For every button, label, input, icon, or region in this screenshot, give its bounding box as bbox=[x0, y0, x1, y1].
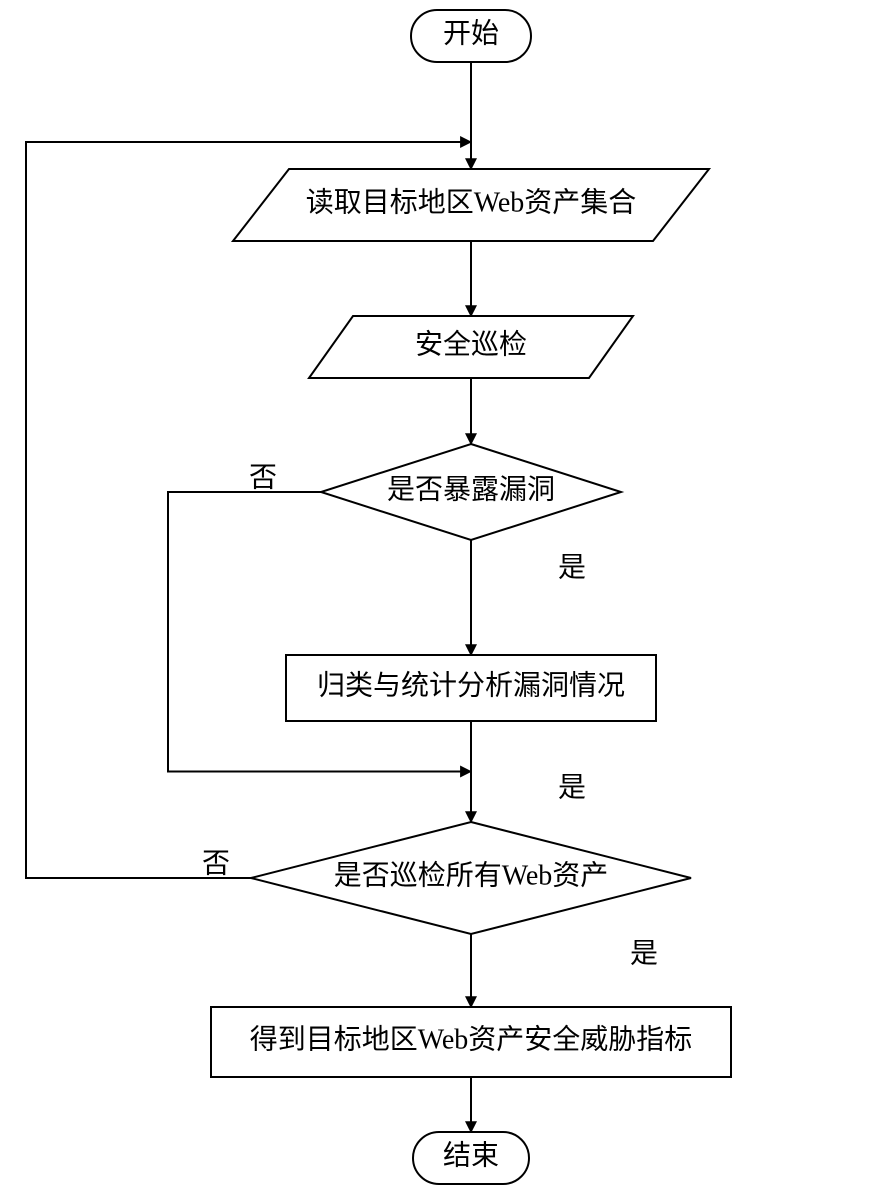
node-process-label: 归类与统计分析漏洞情况 bbox=[317, 669, 625, 701]
node-decision-all-label: 是否巡检所有Web资产 bbox=[334, 859, 609, 891]
label-d1-no: 否 bbox=[249, 462, 277, 493]
node-end-label: 结束 bbox=[443, 1139, 499, 1171]
node-inspect-label: 安全巡检 bbox=[415, 328, 527, 360]
node-result-label: 得到目标地区Web资产安全威胁指标 bbox=[250, 1023, 693, 1055]
node-decision-vuln-label: 是否暴露漏洞 bbox=[387, 474, 555, 505]
label-d2-no: 否 bbox=[202, 848, 230, 879]
label-d1-yes: 是 bbox=[558, 552, 586, 583]
label-d2-yes: 是 bbox=[630, 938, 658, 969]
edge-d1-no bbox=[168, 492, 471, 772]
label-mid-yes: 是 bbox=[558, 772, 586, 803]
flowchart: 开始读取目标地区Web资产集合安全巡检是否暴露漏洞归类与统计分析漏洞情况是否巡检… bbox=[0, 0, 873, 1192]
node-read-label: 读取目标地区Web资产集合 bbox=[306, 186, 637, 218]
node-start-label: 开始 bbox=[443, 17, 499, 49]
